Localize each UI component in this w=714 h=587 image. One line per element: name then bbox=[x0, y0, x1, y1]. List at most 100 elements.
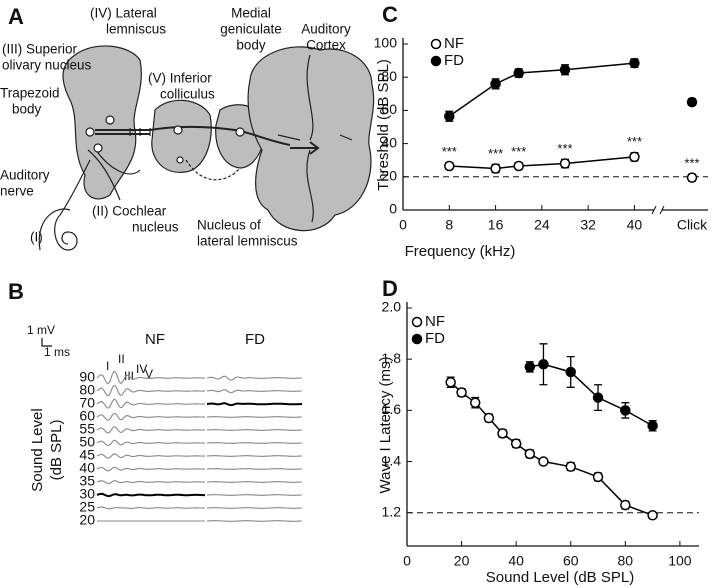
marker bbox=[647, 420, 658, 431]
trace bbox=[206, 429, 302, 431]
x-tick-label: 8 bbox=[445, 217, 453, 233]
wave-label: II bbox=[118, 352, 125, 366]
legend-marker bbox=[411, 316, 423, 328]
marker bbox=[483, 412, 495, 424]
significance-label: *** bbox=[627, 134, 642, 149]
y-axis-title: Wave I Latency (ms) bbox=[377, 357, 394, 494]
x-tick-label: 20 bbox=[454, 553, 470, 569]
marker bbox=[565, 461, 576, 472]
panel-label: C bbox=[382, 2, 398, 27]
legend-marker bbox=[430, 55, 442, 67]
trace bbox=[96, 466, 205, 472]
diagram-label: colliculus bbox=[160, 87, 215, 102]
series-line bbox=[448, 62, 635, 117]
trace bbox=[96, 492, 205, 498]
trace bbox=[206, 481, 302, 483]
trace bbox=[206, 402, 302, 407]
level-label: 60 bbox=[79, 408, 95, 424]
y-tick-label: 1.8 bbox=[382, 350, 402, 366]
level-label: 35 bbox=[79, 473, 95, 489]
diagram-label: (V) Inferior bbox=[148, 71, 212, 86]
trace bbox=[206, 494, 302, 496]
trace bbox=[96, 384, 205, 397]
trace bbox=[206, 416, 302, 418]
x-tick-label: 32 bbox=[580, 217, 596, 233]
axis-break bbox=[651, 205, 665, 215]
x-tick-label: 100 bbox=[668, 553, 692, 569]
marker bbox=[686, 172, 698, 183]
marker bbox=[592, 471, 604, 483]
marker bbox=[620, 499, 631, 511]
diagram-label: (IV) Lateral bbox=[90, 6, 157, 21]
marker bbox=[686, 96, 698, 108]
wave-label: I bbox=[106, 359, 109, 373]
axis-title: (dB SPL) bbox=[48, 420, 65, 481]
legend-label: FD bbox=[425, 330, 445, 347]
significance-label: *** bbox=[557, 141, 572, 156]
marker bbox=[629, 151, 640, 163]
scale-bar bbox=[41, 338, 52, 347]
marker bbox=[510, 438, 522, 449]
y-axis-title: Threshold (dB SPL) bbox=[375, 59, 392, 191]
panel-label: B bbox=[8, 279, 24, 304]
y-tick-label: 80 bbox=[381, 68, 397, 84]
trace bbox=[206, 507, 302, 509]
marker bbox=[538, 359, 549, 370]
marker bbox=[456, 387, 467, 398]
diagram-label: lemniscus bbox=[106, 22, 166, 37]
wave-label: V bbox=[145, 367, 153, 381]
x-tick-label: 16 bbox=[488, 217, 504, 233]
scale-label: 1 ms bbox=[44, 345, 70, 359]
marker bbox=[620, 405, 631, 416]
legend-label: FD bbox=[444, 52, 464, 69]
y-tick-label: 1.2 bbox=[382, 503, 402, 519]
diagram-label: (I) bbox=[30, 230, 43, 245]
x-tick-label: 60 bbox=[563, 553, 579, 569]
y-tick-label: 0 bbox=[389, 201, 397, 217]
trace bbox=[96, 426, 205, 434]
level-label: 90 bbox=[79, 369, 95, 385]
trace bbox=[96, 412, 205, 421]
x-tick-label: 40 bbox=[508, 553, 524, 569]
trace bbox=[206, 520, 302, 522]
legend-marker bbox=[411, 333, 423, 345]
trace bbox=[206, 389, 302, 394]
marker bbox=[629, 57, 640, 69]
diagram-label: Nucleus of bbox=[197, 218, 261, 233]
y-tick-label: 20 bbox=[381, 168, 397, 184]
diagram-label: geniculate bbox=[220, 22, 282, 37]
marker bbox=[469, 397, 481, 408]
marker bbox=[559, 64, 571, 75]
series-line bbox=[529, 363, 653, 427]
x-tick-label: 0 bbox=[403, 553, 411, 569]
level-label: 70 bbox=[79, 395, 95, 411]
significance-label: *** bbox=[442, 144, 457, 159]
diagram-label: Cortex bbox=[306, 38, 346, 53]
marker bbox=[497, 428, 508, 439]
x-axis-title: Frequency (kHz) bbox=[405, 243, 516, 260]
marker bbox=[444, 160, 455, 172]
marker bbox=[565, 366, 576, 378]
diagram-label: Auditory bbox=[0, 168, 50, 183]
x-tick-label: 0 bbox=[399, 217, 407, 233]
level-label: 45 bbox=[79, 447, 95, 463]
wave-label: IV bbox=[136, 362, 147, 376]
y-tick-label: 1.6 bbox=[382, 401, 402, 417]
x-tick-label: 24 bbox=[534, 217, 550, 233]
marker bbox=[592, 392, 604, 403]
trace bbox=[96, 439, 205, 447]
axis-title: Sound Level bbox=[29, 408, 46, 491]
marker bbox=[444, 110, 455, 122]
marker bbox=[490, 163, 501, 174]
diagram-label: Trapezoid bbox=[0, 86, 60, 101]
trace bbox=[96, 370, 205, 385]
group-label: FD bbox=[245, 331, 265, 348]
level-label: 40 bbox=[79, 460, 95, 476]
legend-label: NF bbox=[425, 313, 445, 330]
x-tick-label: 80 bbox=[618, 553, 634, 569]
marker bbox=[490, 78, 501, 90]
level-label: 20 bbox=[79, 512, 95, 528]
diagram-label: Medial bbox=[231, 6, 271, 21]
